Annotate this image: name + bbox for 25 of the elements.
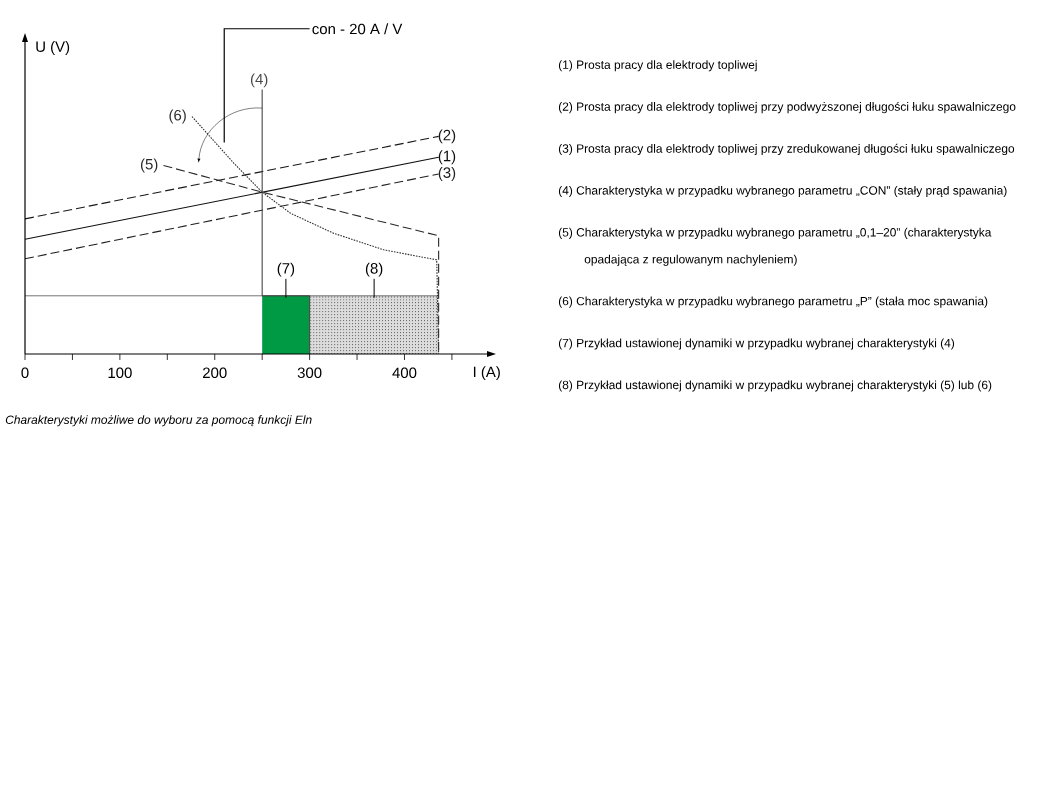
series-label: (7) [277,262,295,277]
series-label: (2) [438,129,456,144]
text: (3) Prosta pracy dla elektrody topliwej przy zredukowanej długości łuku spawalniczego [558,143,1015,156]
text: (7) Przykład ustawionej dynamiki w przypadku wybranej charakterystyki (4) [558,338,955,350]
text: (1) Prosta pracy dla elektrody topliwej [558,60,757,72]
text: con - 20 A / V [312,23,403,35]
series-label: (8) [365,262,383,277]
x-tick-label: 200 [203,367,227,379]
x-tick-label: 0 [21,367,29,379]
series-label: (3) [438,166,456,181]
text: (4) Charakterystyka w przypadku wybranego parametru „CON” (stały prąd spawania) [558,185,1007,198]
text: (2) Prosta pracy dla elektrody topliwej przy podwyższonej długości łuku spawalniczego [558,101,1016,114]
text: (6) Charakterystyka w przypadku wybranego parametru „P” (stała moc spawania) [558,296,988,308]
x-tick-label: 300 [297,367,322,379]
text: (8) Przykład ustawionej dynamiki w przypadku wybranej charakterystyki (5) lub (6) [558,380,992,392]
series-label: (6) [169,109,186,124]
series-label: (1) [438,150,456,165]
series-label: (4) [250,73,268,88]
x-tick-label: 100 [108,367,132,379]
y-axis-title: U (V) [36,41,70,55]
series-label: (5) [140,158,158,173]
text: Charakterystyki możliwe do wyboru za pomocą funkcji Eln [5,415,312,427]
text: (5) Charakterystyka w przypadku wybranego parametru „0,1–20” (charakterystyka opadająca z regulowanym nachyleniem) [558,227,992,266]
x-tick-label: 400 [392,367,417,379]
x-axis-title: I (A) [473,366,500,381]
